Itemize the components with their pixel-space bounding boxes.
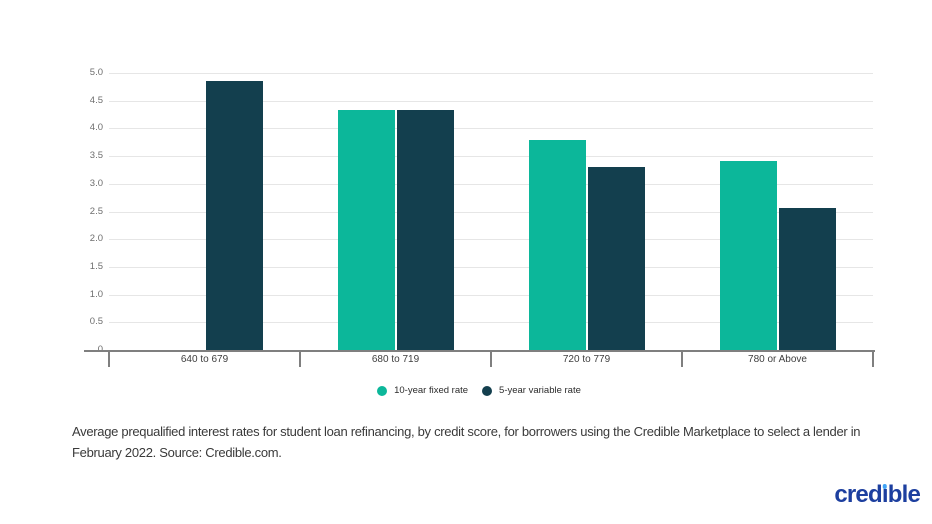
y-axis-label: 4.0 <box>89 122 103 134</box>
y-axis-label: 1.5 <box>89 260 103 272</box>
logo-i-dot-icon <box>882 484 888 489</box>
gridline <box>109 294 873 296</box>
gridline <box>109 73 873 74</box>
x-axis-tick <box>108 350 110 367</box>
legend-item-10-year-fixed-rate: 10-year fixed rate <box>377 385 468 396</box>
chart-caption: Average prequalified interest rates for … <box>72 421 912 463</box>
logo-letter-i: ı <box>881 481 889 508</box>
logo-text-left: cred <box>834 481 882 508</box>
category-label-780-or-above: 780 or Above <box>748 354 807 365</box>
category-label-640-to-679: 640 to 679 <box>180 354 229 365</box>
x-axis-tick <box>299 350 301 367</box>
logo-dotless-i: ı <box>881 481 889 508</box>
y-axis-label: 2.5 <box>89 205 103 217</box>
legend-item-5-year-variable-rate: 5-year variable rate <box>482 385 581 396</box>
gridline <box>109 266 873 268</box>
y-axis-label: 1.0 <box>89 288 103 300</box>
y-axis-label: 0.5 <box>89 316 103 328</box>
gridline <box>109 183 873 185</box>
credible-logo: credı ble <box>834 482 920 508</box>
x-axis-tick <box>490 350 492 367</box>
y-axis-label: 4.5 <box>89 94 103 106</box>
y-axis-label: 2.0 <box>89 233 103 245</box>
legend-swatch-icon <box>482 385 493 396</box>
legend-label: 5-year variable rate <box>499 385 581 396</box>
bar-chart: 0 0.5 1.0 1.5 2.0 2.5 3.0 3.5 4.0 4.5 5.0 640 to 67… <box>59 67 875 367</box>
gridline <box>109 239 873 241</box>
legend-label: 10-year fixed rate <box>394 385 469 396</box>
gridline <box>109 128 873 130</box>
bar-5-year-variable-rate-680-to-719 <box>396 110 454 350</box>
bar-10-year-fixed-rate-780-or-above <box>719 161 777 350</box>
y-axis-label: 3.0 <box>89 177 103 189</box>
legend-swatch-icon <box>377 385 388 396</box>
gridline <box>109 100 873 102</box>
category-label-680-to-719: 680 to 719 <box>371 354 420 365</box>
bar-10-year-fixed-rate-680-to-719 <box>337 110 395 350</box>
gridline <box>109 322 873 324</box>
x-axis-line <box>84 350 875 352</box>
bar-5-year-variable-rate-720-to-779 <box>587 166 645 350</box>
x-axis-tick <box>681 350 683 367</box>
chart-legend: 10-year fixed rate 5-year variable rate <box>97 385 861 396</box>
logo-text-right: ble <box>887 481 921 508</box>
y-axis-label: 0 <box>59 345 103 355</box>
y-axis-label: 3.5 <box>89 150 103 162</box>
bar-5-year-variable-rate-780-or-above <box>778 208 836 350</box>
gridline <box>109 156 873 158</box>
y-axis-label: 5.0 <box>89 67 103 78</box>
caption-line-2: February 2022. Source: Credible.com. <box>72 445 282 460</box>
bar-5-year-variable-rate-640-to-679 <box>205 80 263 350</box>
category-label-720-to-779: 720 to 779 <box>562 354 611 365</box>
caption-line-1: Average prequalified interest rates for … <box>72 424 861 439</box>
bar-10-year-fixed-rate-720-to-779 <box>528 140 586 350</box>
x-axis-tick <box>872 350 874 367</box>
gridline <box>109 211 873 213</box>
